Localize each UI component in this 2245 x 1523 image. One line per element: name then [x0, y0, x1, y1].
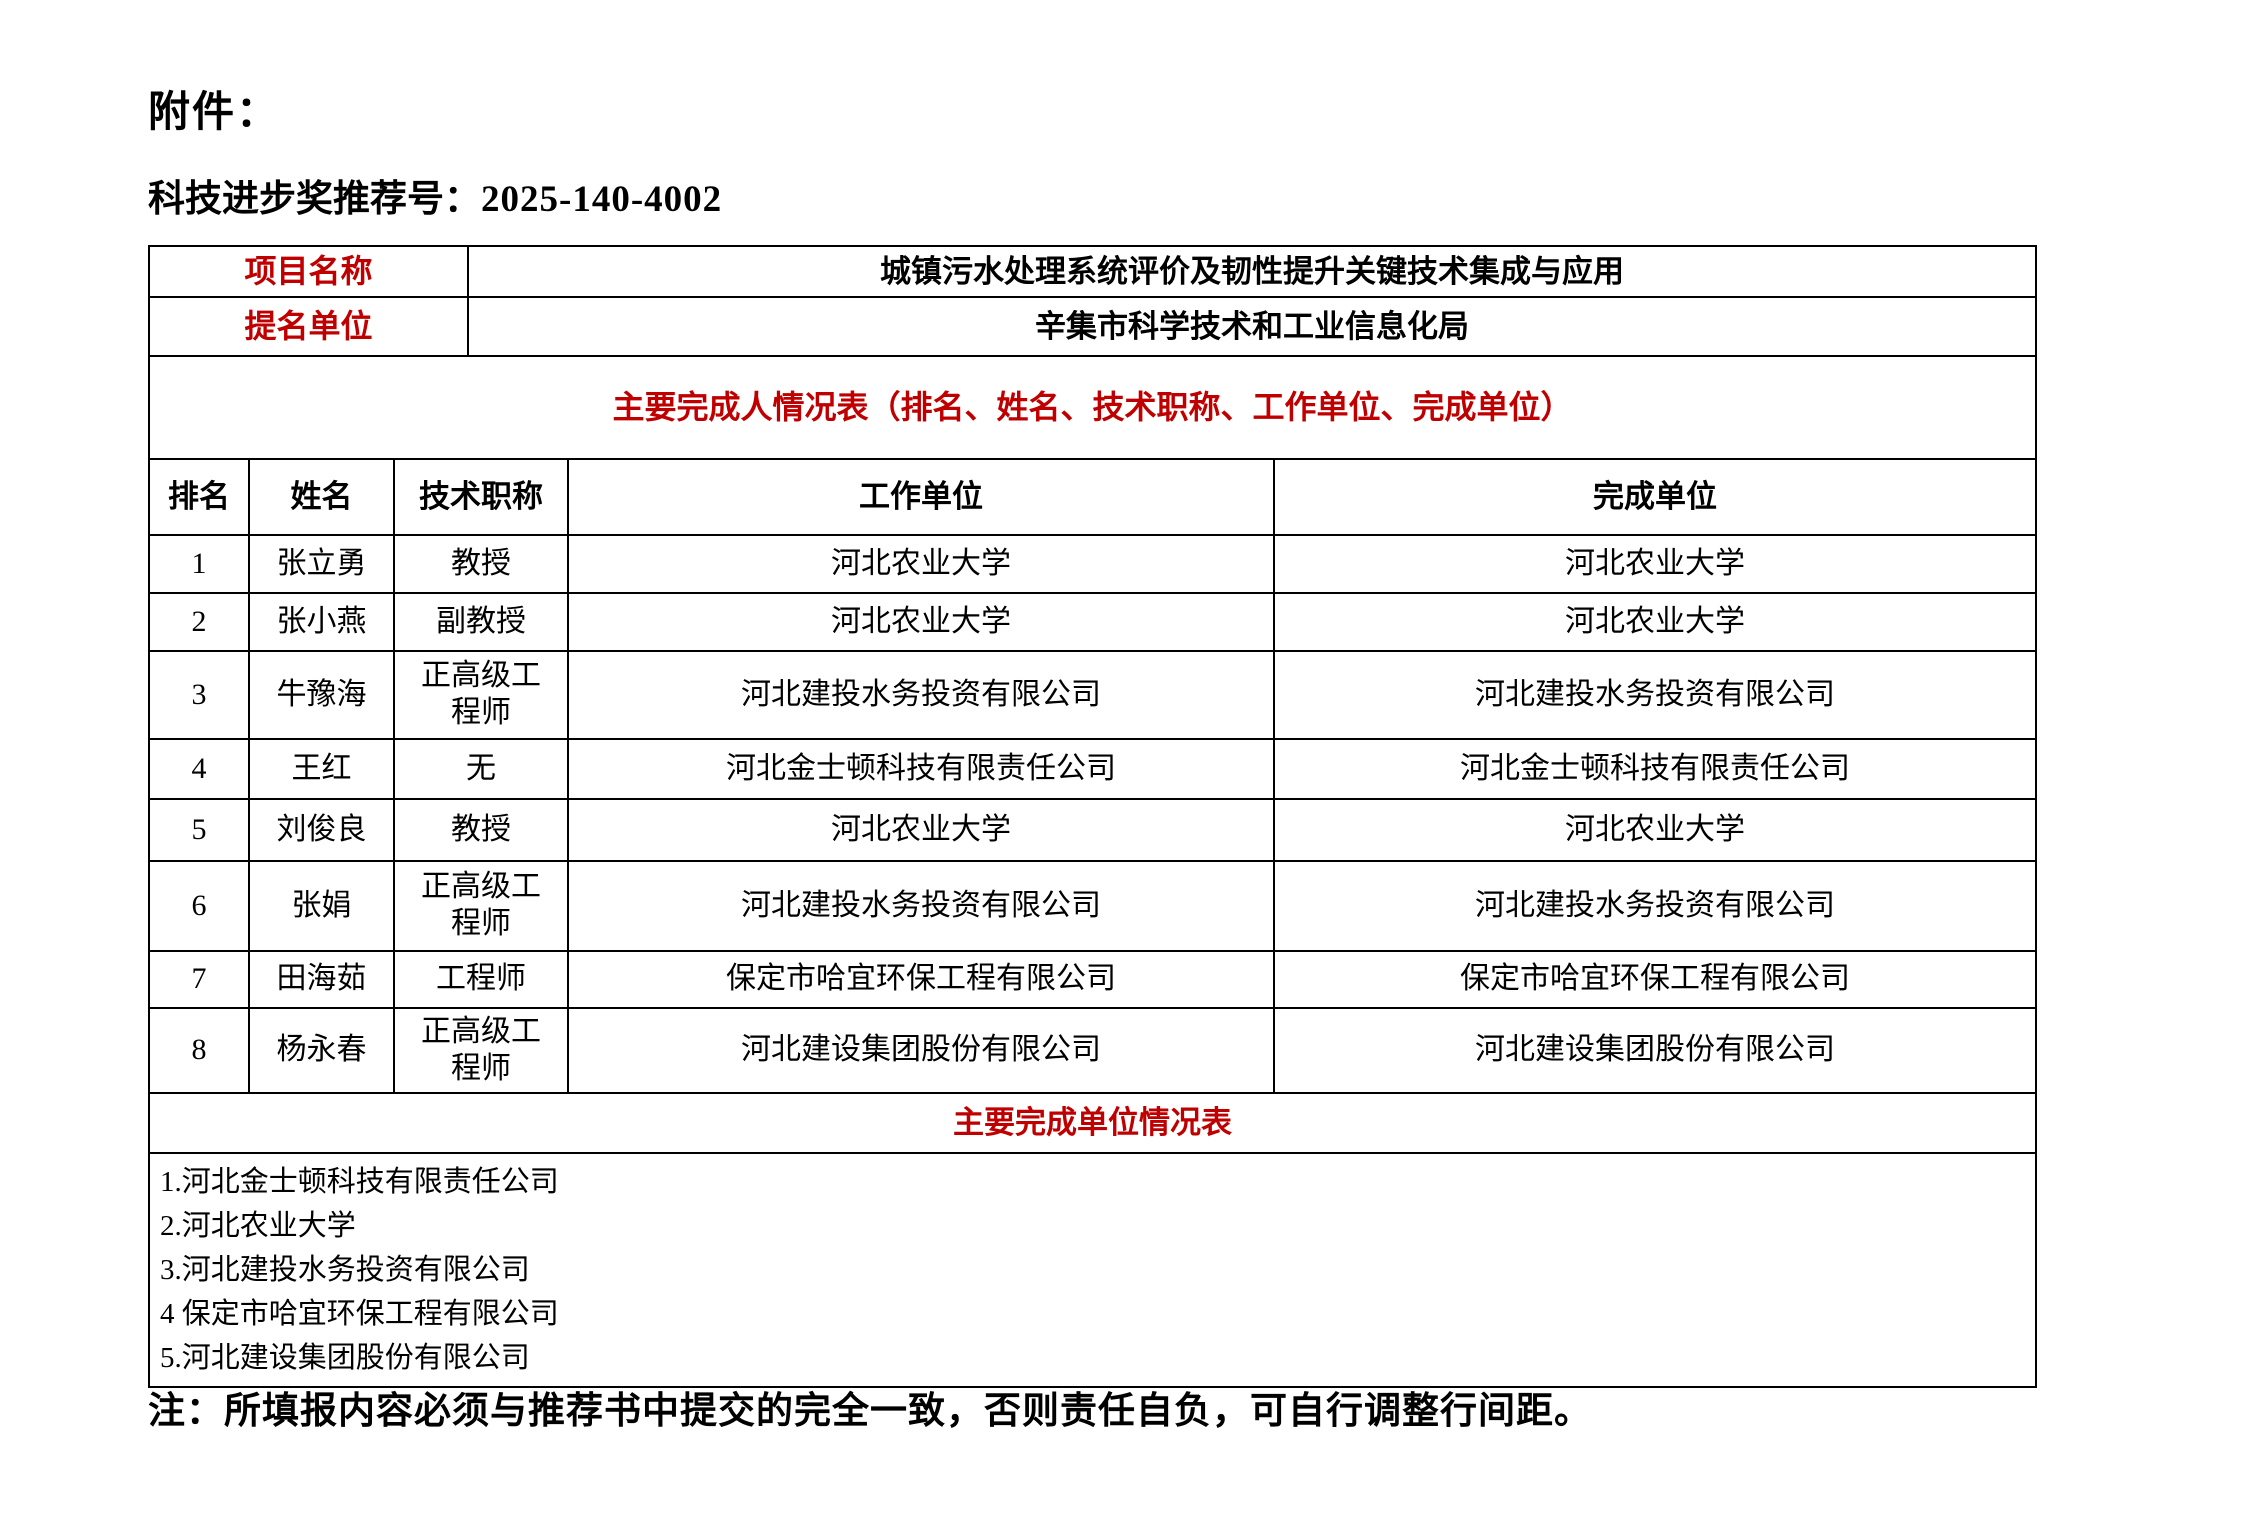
tech-title-cell: 正高级工程师 — [393, 650, 569, 740]
project-name-value: 城镇污水处理系统评价及韧性提升关键技术集成与应用 — [467, 245, 2037, 298]
header-rank: 排名 — [148, 458, 250, 536]
rank-cell: 7 — [148, 950, 250, 1009]
rank-cell: 8 — [148, 1007, 250, 1094]
unit-item: 5.河北建设集团股份有限公司 — [160, 1342, 530, 1374]
rank-cell: 2 — [148, 592, 250, 652]
project-name-row: 项目名称 城镇污水处理系统评价及韧性提升关键技术集成与应用 — [148, 245, 2037, 298]
table-row: 2 张小燕 副教授 河北农业大学 河北农业大学 — [148, 592, 2038, 652]
form-table: 项目名称 城镇污水处理系统评价及韧性提升关键技术集成与应用 提名单位 辛集市科学… — [147, 245, 2038, 1388]
name-cell: 张娟 — [248, 860, 395, 952]
name-cell: 牛豫海 — [248, 650, 395, 740]
attachment-heading: 附件： — [148, 90, 281, 136]
tech-title-cell: 正高级工程师 — [393, 1007, 569, 1094]
units-list: 1.河北金士顿科技有限责任公司 2.河北农业大学 3.河北建投水务投资有限公司 … — [148, 1152, 2037, 1388]
nominating-unit-label: 提名单位 — [148, 296, 469, 357]
header-tech-title: 技术职称 — [393, 458, 569, 536]
completers-header-row: 排名 姓名 技术职称 工作单位 完成单位 — [148, 458, 2038, 536]
table-row: 6 张娟 正高级工程师 河北建投水务投资有限公司 河北建投水务投资有限公司 — [148, 860, 2038, 952]
header-work-unit: 工作单位 — [567, 458, 1275, 536]
units-list-row: 1.河北金士顿科技有限责任公司 2.河北农业大学 3.河北建投水务投资有限公司 … — [148, 1152, 2037, 1388]
completers-title-row: 主要完成人情况表（排名、姓名、技术职称、工作单位、完成单位） — [147, 355, 2038, 460]
rank-cell: 4 — [148, 738, 250, 800]
name-cell: 张小燕 — [248, 592, 395, 652]
nominating-unit-value: 辛集市科学技术和工业信息化局 — [467, 296, 2037, 357]
rank-cell: 6 — [148, 860, 250, 952]
table-row: 4 王红 无 河北金士顿科技有限责任公司 河北金士顿科技有限责任公司 — [148, 738, 2038, 800]
tech-title-cell: 正高级工程师 — [393, 860, 569, 952]
completion-unit-cell: 河北金士顿科技有限责任公司 — [1272, 738, 2038, 800]
completion-unit-cell: 河北农业大学 — [1272, 592, 2038, 652]
tech-title-cell: 教授 — [393, 534, 569, 594]
unit-item: 3.河北建投水务投资有限公司 — [160, 1254, 530, 1286]
tech-title-cell: 副教授 — [393, 592, 569, 652]
table-row: 3 牛豫海 正高级工程师 河北建投水务投资有限公司 河北建投水务投资有限公司 — [148, 650, 2038, 740]
tech-title-cell: 工程师 — [393, 950, 569, 1009]
recommendation-number: 2025-140-4002 — [481, 179, 723, 220]
meta-table: 项目名称 城镇污水处理系统评价及韧性提升关键技术集成与应用 提名单位 辛集市科学… — [148, 245, 2037, 357]
unit-item: 2.河北农业大学 — [160, 1210, 356, 1242]
rank-cell: 3 — [148, 650, 250, 740]
completion-unit-cell: 河北农业大学 — [1272, 798, 2038, 862]
rank-cell: 5 — [148, 798, 250, 862]
footer-note: 注：所填报内容必须与推荐书中提交的完全一致，否则责任自负，可自行调整行间距。 — [148, 1391, 1592, 1432]
header-name: 姓名 — [248, 458, 395, 536]
unit-item: 4 保定市哈宜环保工程有限公司 — [160, 1298, 559, 1330]
work-unit-cell: 保定市哈宜环保工程有限公司 — [567, 950, 1275, 1009]
work-unit-cell: 河北农业大学 — [567, 798, 1275, 862]
completion-unit-cell: 河北建投水务投资有限公司 — [1272, 860, 2038, 952]
work-unit-cell: 河北建投水务投资有限公司 — [567, 860, 1275, 952]
completers-table: 主要完成人情况表（排名、姓名、技术职称、工作单位、完成单位） 排名 姓名 技术职… — [147, 355, 2038, 1094]
completion-unit-cell: 河北农业大学 — [1272, 534, 2038, 594]
table-row: 8 杨永春 正高级工程师 河北建设集团股份有限公司 河北建设集团股份有限公司 — [148, 1007, 2038, 1094]
completion-unit-cell: 河北建设集团股份有限公司 — [1272, 1007, 2038, 1094]
recommendation-label: 科技进步奖推荐号： — [148, 179, 481, 220]
rank-cell: 1 — [148, 534, 250, 594]
name-cell: 田海茹 — [248, 950, 395, 1009]
completers-section-title: 主要完成人情况表（排名、姓名、技术职称、工作单位、完成单位） — [147, 355, 2038, 460]
table-row: 7 田海茹 工程师 保定市哈宜环保工程有限公司 保定市哈宜环保工程有限公司 — [148, 950, 2038, 1009]
name-cell: 王红 — [248, 738, 395, 800]
name-cell: 张立勇 — [248, 534, 395, 594]
name-cell: 刘俊良 — [248, 798, 395, 862]
units-section-title: 主要完成单位情况表 — [148, 1092, 2037, 1154]
unit-item: 1.河北金士顿科技有限责任公司 — [160, 1166, 559, 1198]
name-cell: 杨永春 — [248, 1007, 395, 1094]
completion-unit-cell: 河北建投水务投资有限公司 — [1272, 650, 2038, 740]
work-unit-cell: 河北建设集团股份有限公司 — [567, 1007, 1275, 1094]
units-title-row: 主要完成单位情况表 — [148, 1092, 2037, 1154]
completion-unit-cell: 保定市哈宜环保工程有限公司 — [1272, 950, 2038, 1009]
work-unit-cell: 河北金士顿科技有限责任公司 — [567, 738, 1275, 800]
tech-title-cell: 教授 — [393, 798, 569, 862]
units-table: 主要完成单位情况表 1.河北金士顿科技有限责任公司 2.河北农业大学 3.河北建… — [148, 1092, 2037, 1388]
header-completion-unit: 完成单位 — [1272, 458, 2038, 536]
tech-title-cell: 无 — [393, 738, 569, 800]
nominating-unit-row: 提名单位 辛集市科学技术和工业信息化局 — [148, 296, 2037, 357]
recommendation-number-line: 科技进步奖推荐号：2025-140-4002 — [148, 168, 722, 222]
table-row: 5 刘俊良 教授 河北农业大学 河北农业大学 — [148, 798, 2038, 862]
table-row: 1 张立勇 教授 河北农业大学 河北农业大学 — [148, 534, 2038, 594]
work-unit-cell: 河北农业大学 — [567, 534, 1275, 594]
project-name-label: 项目名称 — [148, 245, 469, 298]
work-unit-cell: 河北农业大学 — [567, 592, 1275, 652]
work-unit-cell: 河北建投水务投资有限公司 — [567, 650, 1275, 740]
